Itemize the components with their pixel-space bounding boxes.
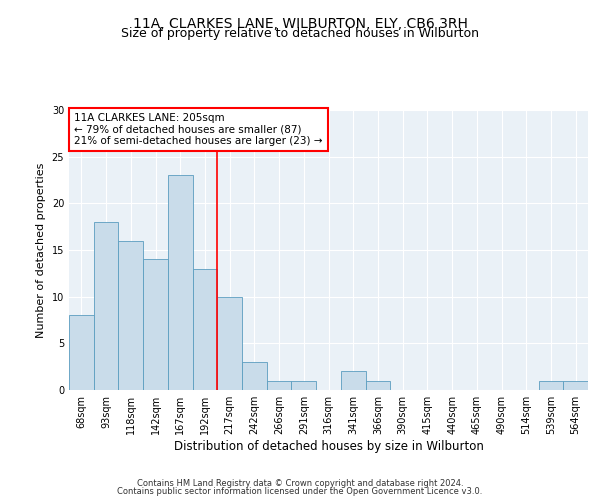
Bar bbox=[143, 260, 168, 390]
Bar bbox=[341, 372, 365, 390]
Bar bbox=[118, 240, 143, 390]
Bar bbox=[563, 380, 588, 390]
Y-axis label: Number of detached properties: Number of detached properties bbox=[36, 162, 46, 338]
Text: 11A CLARKES LANE: 205sqm
← 79% of detached houses are smaller (87)
21% of semi-d: 11A CLARKES LANE: 205sqm ← 79% of detach… bbox=[74, 113, 323, 146]
Bar bbox=[168, 176, 193, 390]
Bar bbox=[292, 380, 316, 390]
Bar bbox=[94, 222, 118, 390]
Bar bbox=[69, 316, 94, 390]
Text: 11A, CLARKES LANE, WILBURTON, ELY, CB6 3RH: 11A, CLARKES LANE, WILBURTON, ELY, CB6 3… bbox=[133, 18, 467, 32]
Text: Size of property relative to detached houses in Wilburton: Size of property relative to detached ho… bbox=[121, 28, 479, 40]
Text: Contains HM Land Registry data © Crown copyright and database right 2024.: Contains HM Land Registry data © Crown c… bbox=[137, 478, 463, 488]
Bar bbox=[242, 362, 267, 390]
X-axis label: Distribution of detached houses by size in Wilburton: Distribution of detached houses by size … bbox=[173, 440, 484, 453]
Bar bbox=[365, 380, 390, 390]
Bar bbox=[539, 380, 563, 390]
Text: Contains public sector information licensed under the Open Government Licence v3: Contains public sector information licen… bbox=[118, 487, 482, 496]
Bar bbox=[193, 268, 217, 390]
Bar bbox=[267, 380, 292, 390]
Bar bbox=[217, 296, 242, 390]
